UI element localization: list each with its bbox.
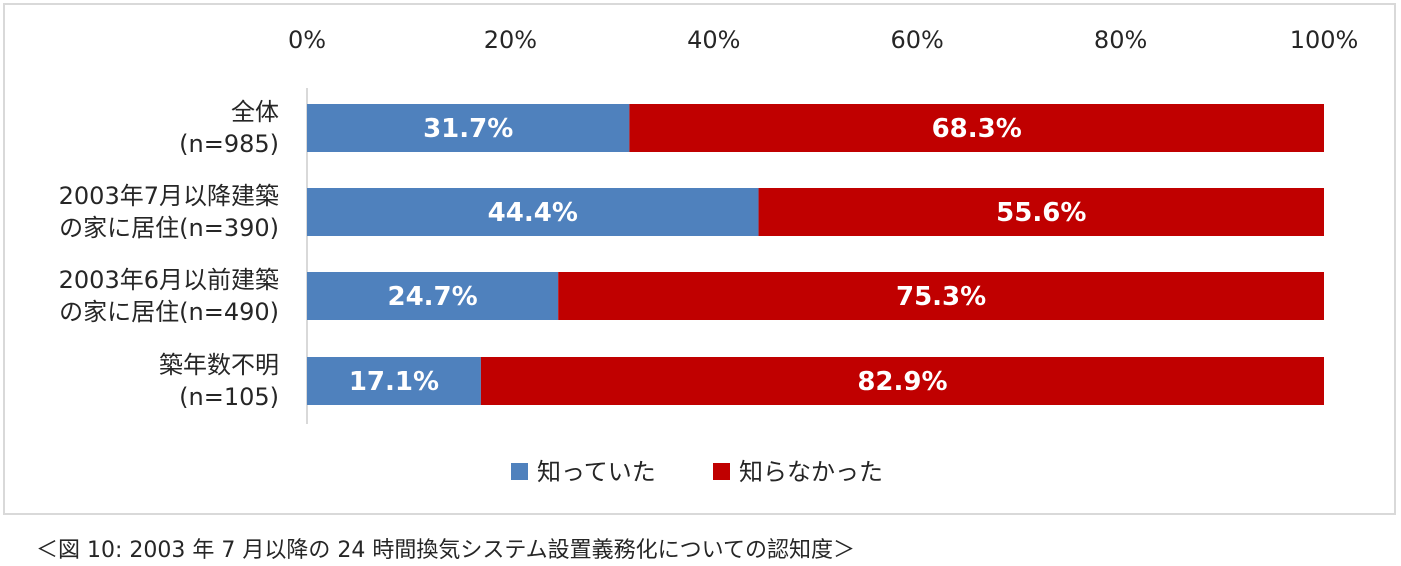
- bar-segment: [307, 357, 481, 405]
- x-axis-ticks: 0% 20% 40% 60% 80% 100%: [288, 26, 1358, 54]
- bar-data-label: 82.9%: [857, 367, 947, 397]
- bar-data-label: 31.7%: [423, 114, 513, 144]
- category-label: 2003年6月以前建築: [59, 266, 279, 294]
- category-label: の家に居住(n=390): [59, 214, 279, 242]
- bar-data-label: 17.1%: [349, 367, 439, 397]
- legend: 知っていた 知らなかった: [511, 458, 883, 486]
- x-tick-label: 0%: [288, 26, 326, 54]
- bar-segment: [307, 272, 559, 320]
- bars: [307, 104, 1325, 405]
- bar-data-label: 55.6%: [996, 198, 1086, 228]
- bar-segment: [629, 104, 1324, 152]
- chart-frame: [3, 3, 1396, 515]
- x-tick-label: 20%: [484, 26, 537, 54]
- bar-data-label: 44.4%: [488, 198, 578, 228]
- x-tick-label: 100%: [1290, 26, 1359, 54]
- figure-caption: ＜図 10: 2003 年 7 月以降の 24 時間換気システム設置義務化につい…: [36, 538, 856, 563]
- bar-segment: [307, 188, 759, 236]
- category-label: (n=985): [179, 130, 279, 158]
- legend-swatch: [713, 463, 730, 480]
- category-label: 2003年7月以降建築: [59, 182, 279, 210]
- bar-segment: [480, 357, 1325, 405]
- legend-label: 知らなかった: [739, 458, 883, 486]
- x-tick-label: 40%: [687, 26, 740, 54]
- bar-segment: [307, 104, 630, 152]
- bar-segment: [758, 188, 1324, 236]
- legend-swatch: [511, 463, 528, 480]
- data-labels: 31.7% 68.3% 44.4% 55.6% 24.7% 75.3% 17.1% 82.9%: [349, 114, 1087, 397]
- category-label: 築年数不明: [159, 351, 279, 379]
- bar-data-label: 75.3%: [896, 282, 986, 312]
- category-label: の家に居住(n=490): [59, 298, 279, 326]
- bar-segment: [558, 272, 1324, 320]
- x-tick-label: 80%: [1094, 26, 1147, 54]
- category-label: 全体: [231, 98, 279, 126]
- bar-data-label: 24.7%: [387, 282, 477, 312]
- x-tick-label: 60%: [891, 26, 944, 54]
- bar-data-label: 68.3%: [932, 114, 1022, 144]
- category-label: (n=105): [179, 383, 279, 411]
- legend-label: 知っていた: [537, 458, 656, 486]
